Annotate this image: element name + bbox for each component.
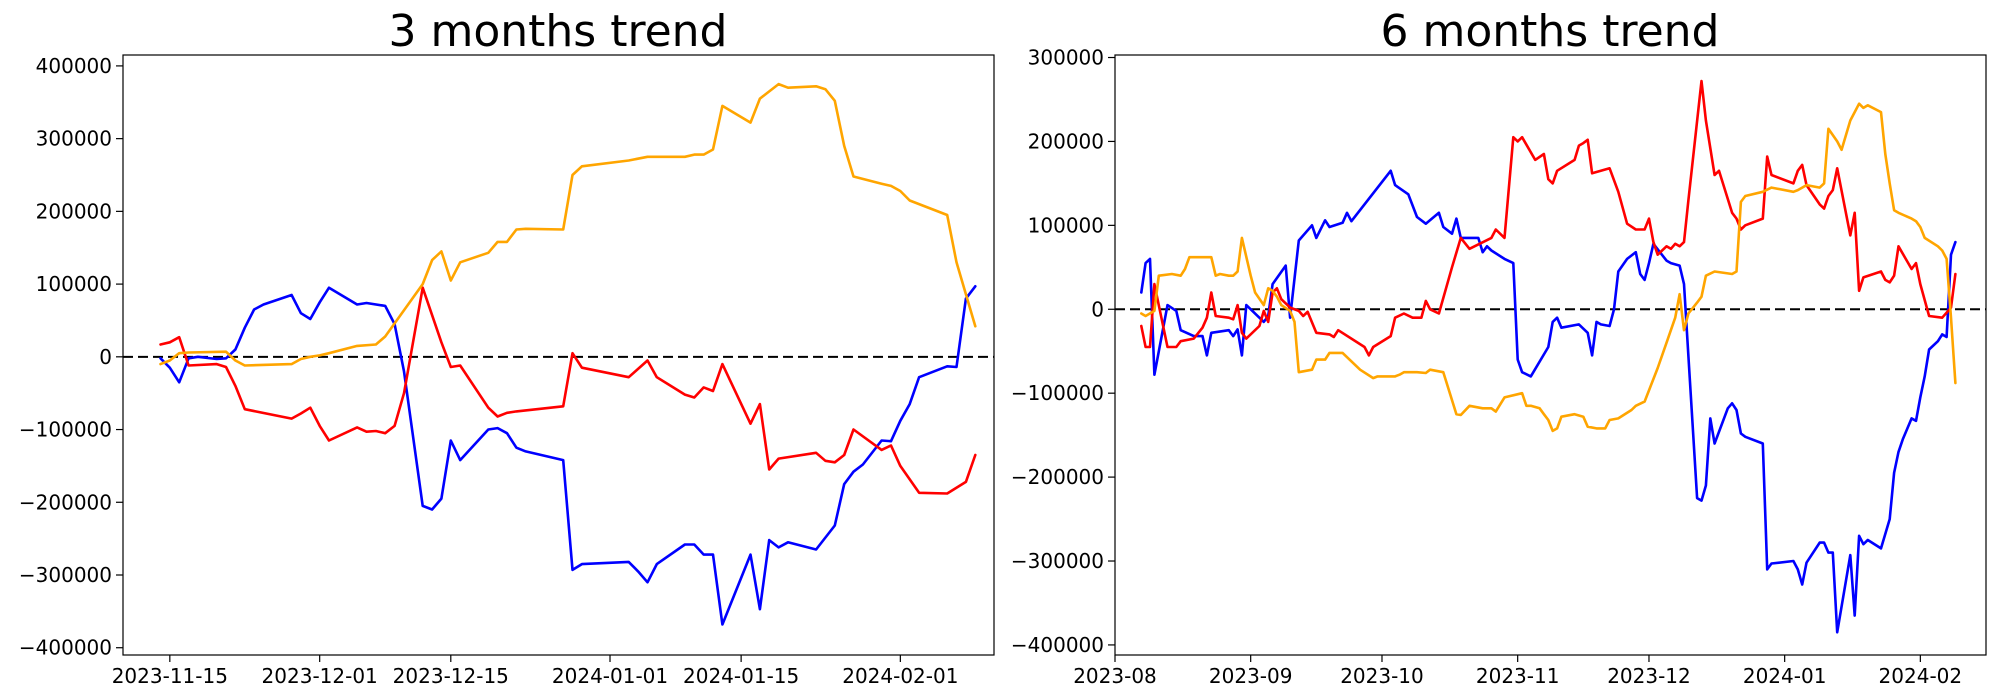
x-axis: 2023-11-15 2023-12-01 2023-12-15 2024-01-01… bbox=[112, 655, 958, 688]
chart-title: 6 months trend bbox=[1381, 6, 1720, 57]
series-line-1 bbox=[159, 286, 977, 495]
y-tick-label: 0 bbox=[99, 345, 112, 369]
y-tick-label: −300000 bbox=[19, 563, 112, 587]
axes-frame bbox=[122, 54, 995, 656]
y-tick-label: −400000 bbox=[19, 636, 112, 660]
x-tick-label: 2024-01-01 bbox=[552, 664, 668, 688]
plot-area bbox=[123, 82, 994, 626]
y-tick-label: 200000 bbox=[1028, 129, 1104, 153]
chart-6-months: 6 months trend 2023-08 2023-09 2023-10 2023… bbox=[1011, 6, 1987, 688]
y-tick-label: 300000 bbox=[1028, 46, 1104, 70]
x-tick-label: 2023-10 bbox=[1340, 664, 1424, 688]
x-tick-label: 2024-01 bbox=[1743, 664, 1827, 688]
x-tick-label: 2024-02-01 bbox=[842, 664, 958, 688]
series-line-2 bbox=[159, 82, 977, 367]
series-line-0 bbox=[159, 284, 977, 626]
series-line-2 bbox=[1140, 102, 1957, 433]
y-tick-label: 100000 bbox=[1028, 213, 1104, 237]
series-line-0 bbox=[1140, 169, 1957, 634]
chart-3-months: 3 months trend 2023-11-15 2023-12-01 2023-… bbox=[19, 6, 995, 688]
y-tick-label: 400000 bbox=[36, 54, 112, 78]
plot-area bbox=[1115, 79, 1986, 634]
y-tick-label: 200000 bbox=[36, 199, 112, 223]
y-tick-label: −200000 bbox=[1011, 465, 1104, 489]
x-tick-label: 2023-11-15 bbox=[112, 664, 228, 688]
y-axis: 300000 200000 100000 0 −100000 −200000 −300000… bbox=[1011, 46, 1115, 657]
x-tick-label: 2023-12 bbox=[1607, 664, 1691, 688]
chart-title: 3 months trend bbox=[389, 6, 728, 57]
y-tick-label: 100000 bbox=[36, 272, 112, 296]
x-tick-label: 2023-12-15 bbox=[393, 664, 509, 688]
x-axis: 2023-08 2023-09 2023-10 2023-11 2023-12 2024-… bbox=[1073, 655, 1962, 688]
x-tick-label: 2023-09 bbox=[1209, 664, 1293, 688]
x-tick-label: 2024-02 bbox=[1879, 664, 1963, 688]
y-tick-label: −300000 bbox=[1011, 549, 1104, 573]
y-tick-label: 0 bbox=[1091, 297, 1104, 321]
series-line-1 bbox=[1140, 79, 1957, 357]
x-tick-label: 2024-01-15 bbox=[683, 664, 799, 688]
x-tick-label: 2023-11 bbox=[1476, 664, 1560, 688]
y-tick-label: −100000 bbox=[19, 418, 112, 442]
y-tick-label: −200000 bbox=[19, 490, 112, 514]
y-tick-label: −100000 bbox=[1011, 381, 1104, 405]
y-tick-label: 300000 bbox=[36, 127, 112, 151]
x-tick-label: 2023-08 bbox=[1073, 664, 1157, 688]
x-tick-label: 2023-12-01 bbox=[262, 664, 378, 688]
axes-frame bbox=[1114, 54, 1987, 656]
y-tick-label: −400000 bbox=[1011, 633, 1104, 657]
y-axis: 400000 300000 200000 100000 0 −100000 −200000 −… bbox=[19, 54, 123, 660]
